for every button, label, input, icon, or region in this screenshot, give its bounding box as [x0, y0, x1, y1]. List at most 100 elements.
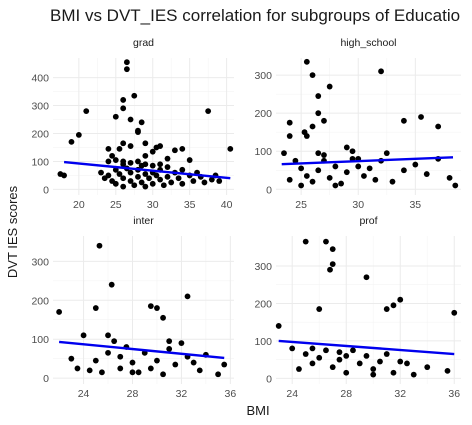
- data-point: [179, 145, 186, 152]
- data-point: [423, 171, 430, 177]
- data-point: [164, 164, 171, 170]
- data-point: [190, 359, 197, 366]
- data-point: [338, 180, 344, 187]
- data-point: [350, 347, 356, 354]
- x-tick-label: 25: [295, 199, 307, 211]
- data-point: [160, 182, 167, 189]
- facet-panel-inter: 24 28 32 36 0 100 200 300 inter: [31, 215, 236, 400]
- data-point: [127, 116, 134, 123]
- y-tick-label: 200: [31, 128, 49, 140]
- data-point: [389, 178, 396, 185]
- data-point: [363, 352, 370, 359]
- data-point: [326, 174, 333, 181]
- data-point: [289, 345, 296, 352]
- data-point: [164, 155, 171, 162]
- data-point: [216, 178, 223, 184]
- data-point: [401, 167, 407, 174]
- data-point: [83, 108, 90, 115]
- data-point: [135, 369, 142, 376]
- data-point: [361, 173, 367, 179]
- data-point: [332, 182, 339, 189]
- regression-line: [58, 340, 225, 360]
- data-point: [435, 123, 442, 130]
- data-point: [298, 182, 305, 189]
- data-point: [127, 143, 134, 149]
- x-tick-label: 35: [409, 199, 421, 211]
- y-tick-label: 300: [254, 261, 272, 273]
- data-point: [286, 176, 293, 183]
- data-point: [138, 162, 145, 169]
- x-tick-label: 24: [286, 388, 298, 400]
- data-point: [111, 338, 118, 345]
- x-tick-label: 32: [394, 388, 406, 400]
- data-point: [147, 303, 154, 310]
- data-point: [315, 110, 322, 117]
- chart-title: BMI vs DVT_IES correlation for subgroups…: [50, 6, 460, 25]
- data-point: [315, 93, 322, 99]
- data-point: [363, 274, 370, 281]
- data-point: [116, 171, 123, 177]
- data-point: [404, 360, 410, 367]
- x-tick-label: 28: [127, 388, 139, 400]
- x-tick-label: 20: [73, 199, 85, 211]
- x-tick-label: 25: [110, 199, 122, 211]
- data-point: [201, 179, 208, 186]
- data-point: [112, 113, 119, 120]
- y-tick-label: 300: [254, 70, 272, 82]
- data-point: [327, 266, 333, 273]
- data-point: [157, 143, 164, 149]
- data-point: [316, 354, 323, 361]
- data-point: [168, 179, 175, 186]
- data-point: [383, 351, 390, 357]
- data-point: [112, 180, 119, 187]
- data-point: [336, 349, 343, 356]
- data-point: [129, 369, 136, 376]
- data-point: [444, 367, 451, 374]
- data-point: [142, 152, 149, 159]
- data-point: [142, 171, 149, 177]
- data-point: [116, 145, 123, 152]
- data-point: [343, 352, 350, 359]
- data-point: [377, 358, 383, 365]
- data-point: [298, 165, 305, 172]
- data-point: [135, 129, 141, 135]
- data-point: [142, 183, 149, 190]
- data-point: [135, 158, 141, 165]
- data-point: [286, 133, 293, 139]
- data-point: [149, 162, 156, 169]
- data-point: [412, 161, 419, 168]
- x-tick-label: 24: [78, 388, 90, 400]
- y-tick-label: 300: [31, 256, 49, 268]
- data-point: [105, 349, 111, 356]
- data-point: [215, 371, 222, 378]
- data-point: [355, 163, 362, 170]
- x-tick-label: 40: [221, 199, 233, 211]
- data-point: [142, 140, 149, 147]
- data-point: [131, 92, 138, 99]
- data-point: [303, 58, 310, 65]
- facet-strip-label: inter: [133, 215, 154, 227]
- x-tick-label: 28: [340, 388, 352, 400]
- data-point: [356, 360, 363, 367]
- data-point: [166, 338, 173, 345]
- data-point: [154, 357, 160, 364]
- x-tick-label: 36: [448, 388, 460, 400]
- data-point: [401, 117, 407, 124]
- data-point: [383, 150, 390, 157]
- data-point: [397, 358, 404, 365]
- data-point: [309, 345, 316, 352]
- data-point: [105, 332, 111, 339]
- data-point: [68, 138, 75, 145]
- data-point: [332, 163, 339, 170]
- data-point: [336, 356, 343, 363]
- data-point: [105, 158, 112, 165]
- data-point: [120, 105, 127, 112]
- regression-line: [63, 160, 231, 180]
- y-tick-label: 100: [254, 146, 272, 158]
- data-point: [166, 346, 173, 352]
- data-point: [138, 179, 145, 186]
- data-point: [309, 360, 316, 367]
- y-tick-label: 0: [266, 373, 272, 385]
- data-point: [281, 150, 287, 157]
- data-point: [147, 365, 154, 372]
